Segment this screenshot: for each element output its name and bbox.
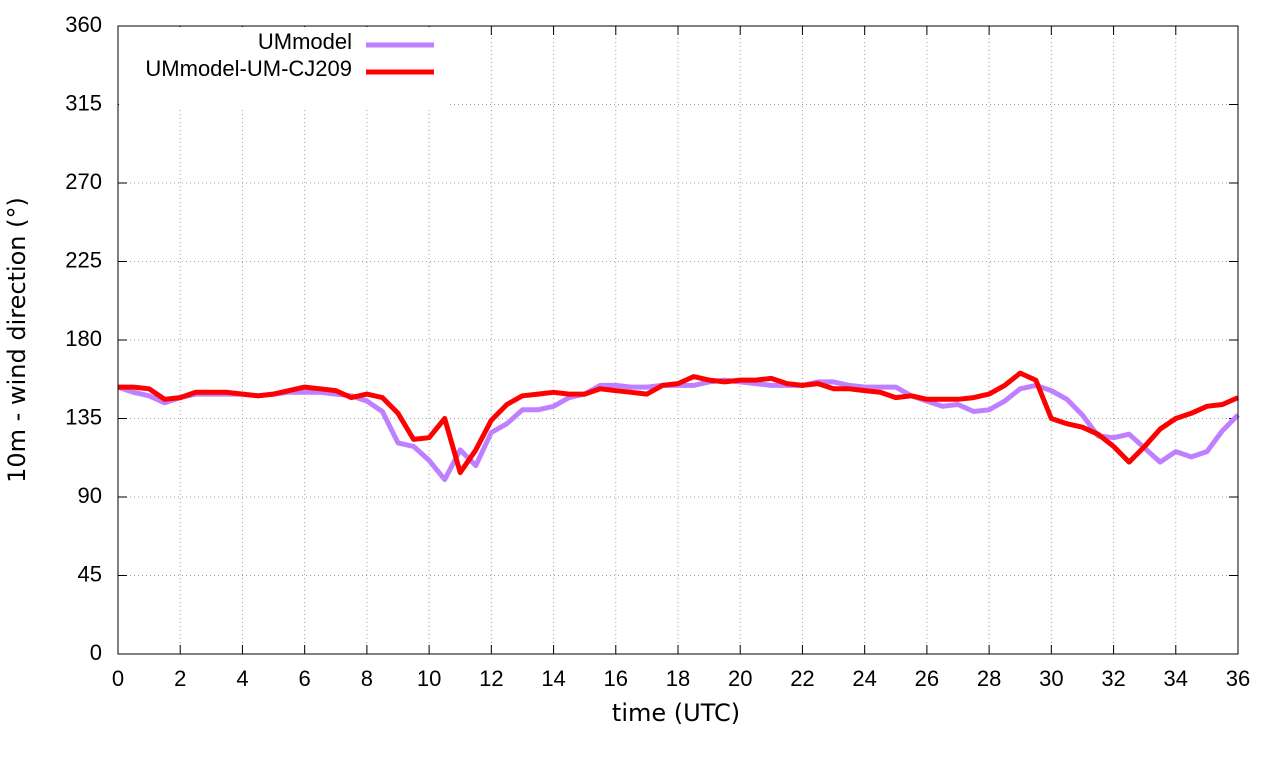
x-tick-label: 24 (852, 666, 876, 691)
y-tick-label: 270 (65, 169, 102, 194)
x-tick-label: 12 (479, 666, 503, 691)
legend-label: UMmodel-UM-CJ209 (145, 56, 352, 81)
x-tick-label: 26 (915, 666, 939, 691)
x-tick-label: 18 (666, 666, 690, 691)
series-line (118, 370, 1240, 476)
y-tick-label: 225 (65, 247, 102, 272)
plot-frame (117, 25, 1239, 655)
x-tick-label: 36 (1226, 666, 1250, 691)
x-tick-label: 2 (174, 666, 186, 691)
y-tick-label: 360 (65, 12, 102, 37)
series-line (117, 377, 1240, 483)
x-tick-label: 0 (112, 666, 124, 691)
x-tick-label: 30 (1039, 666, 1063, 691)
x-tick-label: 34 (1164, 666, 1188, 691)
x-tick-label: 4 (236, 666, 248, 691)
x-tick-label: 10 (417, 666, 441, 691)
x-tick-label: 6 (299, 666, 311, 691)
x-tick-label: 14 (541, 666, 565, 691)
y-tick-label: 45 (78, 561, 102, 586)
x-tick-label: 20 (728, 666, 752, 691)
y-tick-label: 90 (78, 483, 102, 508)
x-tick-label: 32 (1101, 666, 1125, 691)
x-tick-label: 22 (790, 666, 814, 691)
x-axis-label: time (UTC) (612, 699, 740, 727)
y-tick-label: 0 (90, 640, 102, 665)
legend-background (119, 27, 449, 110)
y-axis-label: 10m - wind direction (°) (3, 197, 31, 483)
legend-label: UMmodel (258, 29, 352, 54)
y-tick-label: 135 (65, 404, 102, 429)
y-tick-label: 315 (65, 90, 102, 115)
x-tick-label: 8 (361, 666, 373, 691)
y-tick-label: 180 (65, 326, 102, 351)
x-tick-label: 16 (604, 666, 628, 691)
x-tick-label: 28 (977, 666, 1001, 691)
